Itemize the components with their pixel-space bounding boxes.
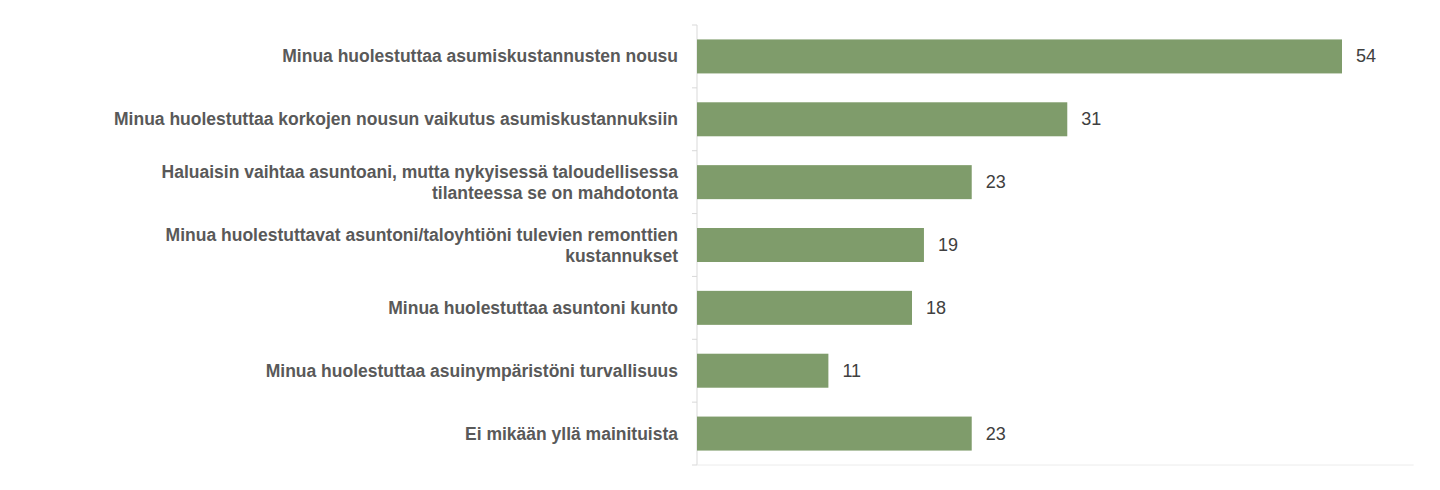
category-tick bbox=[692, 87, 697, 88]
category-label: Minua huolestuttavat asuntoni/taloyhtiön… bbox=[166, 225, 679, 266]
category-tick bbox=[692, 150, 697, 151]
data-label: 23 bbox=[986, 172, 1006, 192]
bar bbox=[697, 354, 828, 388]
category-label: Minua huolestuttaa korkojen nousun vaiku… bbox=[114, 109, 678, 129]
bars bbox=[697, 39, 1342, 450]
category-tick bbox=[692, 465, 697, 466]
bar bbox=[697, 228, 924, 262]
category-tick bbox=[692, 25, 697, 26]
category-label: Haluaisin vaihtaa asuntoani, mutta nykyi… bbox=[162, 162, 679, 203]
category-label: Minua huolestuttaa asumiskustannusten no… bbox=[282, 46, 678, 66]
bar bbox=[697, 102, 1067, 136]
bar bbox=[697, 39, 1342, 73]
chart-svg: 54 Minua huolestuttaa asumiskustannusten … bbox=[0, 0, 1440, 490]
data-label: 18 bbox=[926, 298, 946, 318]
category-label: Minua huolestuttaa asuntoni kunto bbox=[388, 298, 678, 318]
chart-container: 54 Minua huolestuttaa asumiskustannusten … bbox=[0, 0, 1440, 490]
data-label: 19 bbox=[938, 235, 958, 255]
labels: 54 Minua huolestuttaa asumiskustannusten … bbox=[114, 46, 1376, 443]
data-label: 23 bbox=[986, 424, 1006, 444]
data-label: 54 bbox=[1356, 46, 1376, 66]
bar bbox=[697, 165, 972, 199]
category-tick bbox=[692, 276, 697, 277]
category-tick bbox=[692, 402, 697, 403]
category-label: Ei mikään yllä mainituista bbox=[465, 424, 678, 444]
category-tick bbox=[692, 213, 697, 214]
data-label: 31 bbox=[1081, 109, 1101, 129]
data-label: 11 bbox=[842, 361, 861, 381]
category-tick bbox=[692, 339, 697, 340]
category-label: Minua huolestuttaa asuinympäristöni turv… bbox=[266, 361, 679, 381]
bar bbox=[697, 417, 972, 451]
value-axis bbox=[697, 465, 1414, 466]
bar bbox=[697, 291, 912, 325]
